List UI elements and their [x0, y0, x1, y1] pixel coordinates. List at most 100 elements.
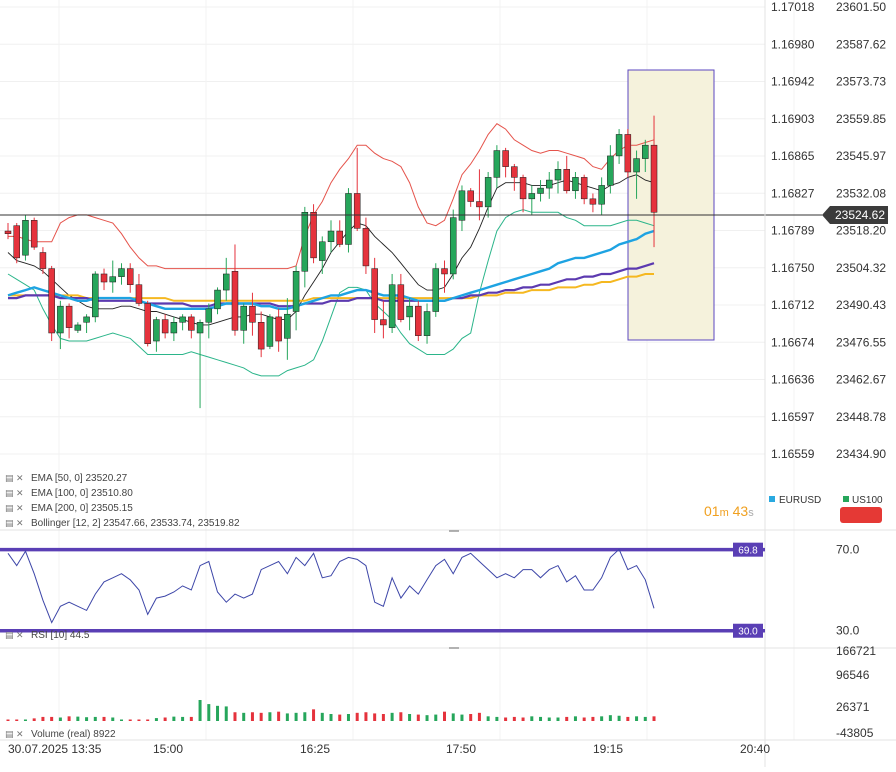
candle-body — [319, 241, 326, 261]
candle-body — [249, 305, 256, 323]
right-axis-tick: 23448.78 — [836, 410, 886, 424]
volume-bar — [111, 717, 115, 721]
volume-bar — [137, 719, 141, 721]
time-axis-tick: 16:25 — [300, 742, 330, 756]
volume-bar — [416, 714, 420, 721]
candle — [371, 257, 378, 333]
rsi-axis-tick: 70.0 — [836, 542, 860, 556]
candle — [205, 303, 213, 339]
volume-bar — [67, 716, 71, 721]
left-axis-tick: 1.16942 — [771, 75, 815, 89]
volume-axis-tick: -43805 — [836, 726, 874, 740]
candle-body — [144, 303, 151, 344]
candle-body — [449, 217, 457, 275]
candle — [266, 314, 274, 350]
volume-bar — [399, 712, 403, 721]
grid-lines — [0, 0, 795, 740]
volume-bar — [495, 716, 499, 721]
us100-label: US100 — [852, 495, 883, 506]
candle-body — [179, 316, 186, 323]
symbol-eurusd[interactable]: EURUSD — [769, 495, 821, 506]
symbol-us100[interactable]: US100 — [843, 495, 883, 506]
candle-body — [336, 230, 343, 245]
candle — [467, 188, 474, 207]
legend-item-label: EMA [100, 0] — [31, 488, 91, 499]
rsi-legend-label: RSI [10] — [31, 630, 67, 641]
volume-bar — [547, 717, 551, 721]
candle-body — [519, 177, 527, 200]
candle — [223, 257, 230, 301]
eurusd-color-swatch — [769, 496, 775, 502]
candle — [336, 220, 343, 248]
candle — [563, 155, 570, 194]
candle-body — [327, 230, 335, 243]
left-axis-tick: 1.16903 — [771, 112, 815, 126]
volume-bar — [504, 717, 508, 721]
selection-box[interactable] — [627, 69, 715, 341]
left-axis-tick: 1.16712 — [771, 298, 815, 312]
candle-body — [30, 220, 38, 248]
legend-item-value: 23510.80 — [91, 488, 133, 499]
candle-body — [406, 305, 413, 318]
candle — [397, 273, 405, 323]
rsi-lower-tag — [733, 623, 763, 638]
candle-body — [642, 144, 649, 159]
candle — [22, 214, 29, 261]
volume-bar — [521, 717, 525, 721]
volume-bar — [329, 714, 333, 721]
candle-body — [257, 322, 265, 350]
volume-bar — [181, 716, 185, 721]
time-axis-tick: 17:50 — [446, 742, 476, 756]
left-axis-tick: 1.16674 — [771, 335, 815, 349]
candle — [345, 188, 352, 253]
volume-bar — [643, 716, 647, 721]
legend-item-label: Bollinger [12, 2] — [31, 518, 103, 529]
right-axis-tick: 23476.55 — [836, 335, 886, 349]
left-axis-tick: 1.16789 — [771, 224, 815, 238]
candle-body — [353, 193, 361, 229]
candle-body — [292, 271, 300, 312]
candle — [284, 298, 291, 360]
candle-body — [126, 268, 134, 285]
candle-body — [275, 316, 282, 342]
candle-body — [284, 313, 291, 339]
rsi-upper-tag-label: 69.8 — [738, 546, 758, 557]
candles — [4, 115, 658, 409]
volume-bar — [539, 716, 543, 721]
volume-axis-tick: 96546 — [836, 668, 870, 682]
time-axis-tick: 30.07.2025 13:35 — [8, 742, 102, 756]
ema-100-line — [8, 262, 655, 308]
candle — [83, 314, 90, 333]
svg-text:Volume (real): Volume (real) 8922 — [31, 729, 116, 740]
volume-bar — [303, 712, 307, 721]
candle — [153, 316, 160, 352]
volume-bar — [635, 716, 639, 721]
legend-item-value: 23520.27 — [85, 473, 127, 484]
candle — [598, 177, 605, 215]
candle — [615, 129, 623, 164]
candle — [388, 273, 396, 333]
candle-body — [22, 220, 29, 256]
candle — [327, 220, 335, 253]
candle — [4, 222, 12, 240]
candle — [449, 209, 457, 280]
volume-bar — [41, 716, 45, 721]
candle-body — [554, 169, 562, 181]
volume-bar — [102, 716, 106, 721]
volume-bar — [6, 719, 10, 721]
right-axis-tick: 23518.20 — [836, 224, 886, 238]
candle-body — [397, 284, 405, 320]
candle-body — [415, 305, 422, 336]
candle — [580, 174, 588, 205]
candle-body — [624, 134, 632, 173]
candle — [214, 287, 221, 315]
svg-text:RSI [10] 44.5: RSI [10] 44.5 — [31, 630, 90, 641]
candle — [589, 193, 597, 213]
bollinger-lower — [7, 209, 655, 377]
candle-body — [467, 190, 474, 202]
volume-bar — [600, 716, 604, 721]
left-axis-tick: 1.16636 — [771, 373, 815, 387]
candle-body — [188, 316, 195, 331]
